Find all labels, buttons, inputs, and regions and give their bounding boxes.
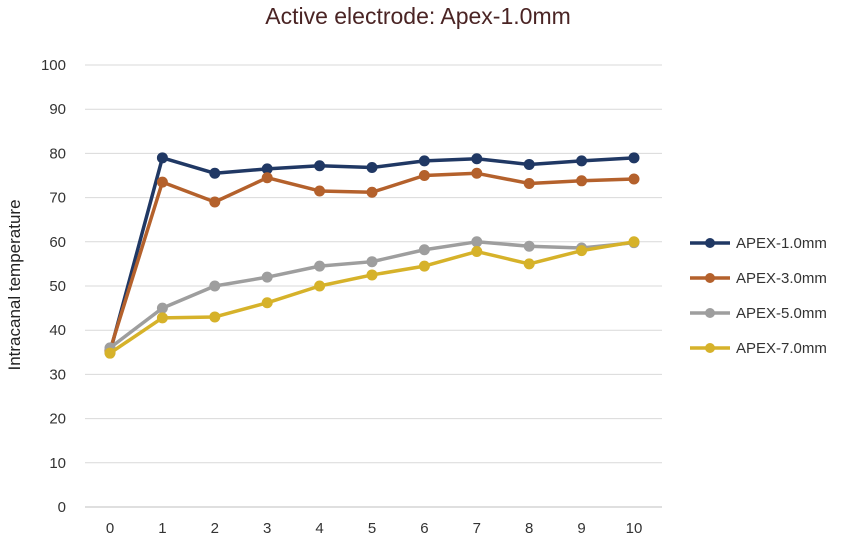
legend-item-apex-7-0mm: APEX-7.0mm [690,340,827,357]
x-tick-label-10: 10 [626,520,643,537]
data-point-apex-5-0mm-x6 [418,244,430,256]
data-point-apex-1-0mm-x8 [523,158,535,170]
data-point-apex-7-0mm-x2 [209,311,221,323]
legend-item-apex-3-0mm: APEX-3.0mm [690,270,827,287]
data-point-apex-5-0mm-x7 [471,236,483,248]
data-point-apex-1-0mm-x7 [471,153,483,165]
x-tick-label-0: 0 [106,520,114,537]
data-point-apex-1-0mm-x9 [576,155,588,167]
legend: APEX-1.0mm APEX-3.0mm APEX-5.0mm APEX-7.0mm [690,235,827,357]
y-tick-label-30: 30 [49,366,66,383]
legend-swatch-marker [705,273,715,283]
data-point-apex-3-0mm-x8 [523,177,535,189]
y-tick-label-0: 0 [58,499,66,516]
x-tick-label-3: 3 [263,520,271,537]
data-point-apex-3-0mm-x6 [418,170,430,181]
data-point-apex-5-0mm-x3 [261,271,273,283]
data-point-apex-1-0mm-x1 [156,152,168,164]
y-tick-label-40: 40 [49,322,66,339]
x-tick-label-6: 6 [420,520,428,537]
legend-label: APEX-1.0mm [736,235,827,252]
data-point-apex-1-0mm-x6 [418,155,430,167]
data-point-apex-7-0mm-x7 [471,246,483,258]
y-tick-label-10: 10 [49,455,66,472]
y-tick-label-70: 70 [49,190,66,207]
series-apex-7-0mm [104,236,640,359]
legend-item-apex-1-0mm: APEX-1.0mm [690,235,827,252]
gridlines [85,64,662,508]
data-point-apex-1-0mm-x2 [209,167,221,179]
x-tick-label-2: 2 [211,520,219,537]
legend-swatch-marker [705,238,715,248]
data-point-apex-5-0mm-x8 [523,240,535,252]
x-tick-label-1: 1 [158,520,166,537]
data-point-apex-7-0mm-x6 [418,260,430,272]
data-point-apex-3-0mm-x4 [314,185,326,197]
x-tick-label-9: 9 [577,520,585,537]
data-point-apex-1-0mm-x4 [314,160,326,172]
data-point-apex-5-0mm-x5 [366,256,378,268]
y-axis-label: Intracanal temperature [5,199,24,370]
y-tick-label-100: 100 [41,57,66,74]
legend-label: APEX-5.0mm [736,305,827,322]
legend-item-apex-5-0mm: APEX-5.0mm [690,305,827,322]
data-point-apex-3-0mm-x10 [628,173,640,185]
data-point-apex-7-0mm-x4 [314,280,326,292]
data-point-apex-3-0mm-x1 [156,176,168,188]
legend-swatch-marker [705,343,715,353]
legend-label: APEX-3.0mm [736,270,827,287]
chart-title: Active electrode: Apex-1.0mm [265,3,571,29]
x-tick-label-8: 8 [525,520,533,537]
data-point-apex-3-0mm-x7 [471,167,483,179]
data-point-apex-3-0mm-x9 [576,175,588,187]
y-tick-label-90: 90 [49,101,66,118]
data-point-apex-7-0mm-x1 [156,312,168,324]
data-point-apex-7-0mm-x8 [523,258,535,270]
x-tick-label-7: 7 [473,520,481,537]
legend-label: APEX-7.0mm [736,340,827,357]
x-tick-label-5: 5 [368,520,376,537]
data-point-apex-7-0mm-x3 [261,297,273,309]
data-point-apex-1-0mm-x5 [366,162,378,174]
y-tick-labels: 0 10 20 30 40 50 60 70 80 90 100 [41,57,66,516]
data-point-apex-5-0mm-x1 [156,302,168,314]
data-point-apex-1-0mm-x10 [628,152,640,164]
x-tick-label-4: 4 [315,520,323,537]
data-point-apex-5-0mm-x4 [314,260,326,272]
data-point-apex-3-0mm-x3 [261,172,273,184]
series-group [104,152,640,359]
x-tick-labels: 0 1 2 3 4 5 6 7 8 9 10 [106,520,643,537]
y-tick-label-80: 80 [49,145,66,162]
data-point-apex-7-0mm-x5 [366,269,378,281]
data-point-apex-7-0mm-x0 [104,347,116,359]
data-point-apex-7-0mm-x10 [628,236,640,248]
data-point-apex-3-0mm-x5 [366,186,378,198]
y-tick-label-60: 60 [49,234,66,251]
y-tick-label-50: 50 [49,278,66,295]
legend-swatch-marker [705,308,715,318]
data-point-apex-5-0mm-x2 [209,280,221,292]
series-apex-5-0mm [104,236,640,354]
data-point-apex-3-0mm-x2 [209,196,221,208]
y-tick-label-20: 20 [49,411,66,428]
data-point-apex-7-0mm-x9 [576,245,588,257]
